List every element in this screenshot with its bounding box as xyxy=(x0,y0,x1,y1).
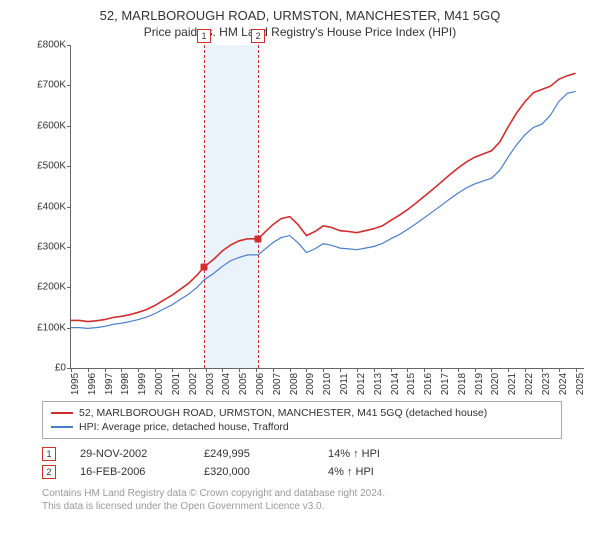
x-axis-label: 2009 xyxy=(305,373,316,395)
x-axis-label: 2008 xyxy=(289,373,300,395)
x-axis-label: 2016 xyxy=(423,373,434,395)
footer-line: This data is licensed under the Open Gov… xyxy=(42,500,588,513)
x-axis-label: 2015 xyxy=(406,373,417,395)
table-row: 2 16-FEB-2006 £320,000 4% ↑ HPI xyxy=(42,463,562,481)
marker-badge: 2 xyxy=(251,29,265,43)
x-axis-label: 1997 xyxy=(104,373,115,395)
footer-line: Contains HM Land Registry data © Crown c… xyxy=(42,487,588,500)
series-hpi xyxy=(71,91,576,328)
x-axis-label: 2003 xyxy=(205,373,216,395)
x-axis-label: 1995 xyxy=(70,373,81,395)
y-axis-label: £500K xyxy=(26,161,66,172)
y-axis-label: £300K xyxy=(26,241,66,252)
x-axis-label: 2004 xyxy=(221,373,232,395)
marker-badge: 1 xyxy=(42,447,56,461)
marker-point xyxy=(255,235,262,242)
x-axis-label: 2011 xyxy=(339,373,350,395)
x-axis-label: 2019 xyxy=(474,373,485,395)
x-axis-label: 2010 xyxy=(322,373,333,395)
y-axis-label: £800K xyxy=(26,40,66,51)
txn-price: £249,995 xyxy=(204,448,304,460)
legend-label: 52, MARLBOROUGH ROAD, URMSTON, MANCHESTE… xyxy=(79,407,487,419)
x-axis-label: 2018 xyxy=(457,373,468,395)
x-axis-label: 2024 xyxy=(558,373,569,395)
x-axis-label: 2014 xyxy=(390,373,401,395)
x-axis-label: 2002 xyxy=(188,373,199,395)
y-axis-label: £400K xyxy=(26,201,66,212)
page-title: 52, MARLBOROUGH ROAD, URMSTON, MANCHESTE… xyxy=(12,8,588,23)
x-axis-label: 2013 xyxy=(373,373,384,395)
x-axis-label: 2006 xyxy=(255,373,266,395)
txn-date: 29-NOV-2002 xyxy=(80,448,180,460)
x-axis-label: 2005 xyxy=(238,373,249,395)
txn-delta: 14% ↑ HPI xyxy=(328,448,428,460)
legend-swatch xyxy=(51,412,73,414)
table-row: 1 29-NOV-2002 £249,995 14% ↑ HPI xyxy=(42,445,562,463)
marker-badge: 1 xyxy=(197,29,211,43)
page-subtitle: Price paid vs. HM Land Registry's House … xyxy=(12,25,588,39)
x-axis-label: 2022 xyxy=(524,373,535,395)
txn-date: 16-FEB-2006 xyxy=(80,466,180,478)
x-axis-label: 2020 xyxy=(490,373,501,395)
x-axis-label: 1999 xyxy=(137,373,148,395)
x-axis-label: 2021 xyxy=(507,373,518,395)
x-axis-label: 1998 xyxy=(120,373,131,395)
x-axis-label: 2017 xyxy=(440,373,451,395)
legend-item: HPI: Average price, detached house, Traf… xyxy=(51,420,553,434)
marker-point xyxy=(201,264,208,271)
price-chart: 12 £0£100K£200K£300K£400K£500K£600K£700K… xyxy=(26,45,588,395)
x-axis-label: 2025 xyxy=(575,373,586,395)
x-axis-label: 2023 xyxy=(541,373,552,395)
marker-badge: 2 xyxy=(42,465,56,479)
y-axis-label: £700K xyxy=(26,80,66,91)
y-axis-label: £600K xyxy=(26,120,66,131)
x-axis-label: 2012 xyxy=(356,373,367,395)
legend-swatch xyxy=(51,426,73,428)
x-axis-label: 1996 xyxy=(87,373,98,395)
legend-label: HPI: Average price, detached house, Traf… xyxy=(79,421,289,433)
legend-item: 52, MARLBOROUGH ROAD, URMSTON, MANCHESTE… xyxy=(51,406,553,420)
x-axis-label: 2000 xyxy=(154,373,165,395)
x-axis-label: 2001 xyxy=(171,373,182,395)
txn-price: £320,000 xyxy=(204,466,304,478)
transactions-table: 1 29-NOV-2002 £249,995 14% ↑ HPI 2 16-FE… xyxy=(42,445,562,481)
y-axis-label: £0 xyxy=(26,363,66,374)
chart-legend: 52, MARLBOROUGH ROAD, URMSTON, MANCHESTE… xyxy=(42,401,562,439)
y-axis-label: £100K xyxy=(26,322,66,333)
x-axis-label: 2007 xyxy=(272,373,283,395)
y-axis-label: £200K xyxy=(26,282,66,293)
footer-attribution: Contains HM Land Registry data © Crown c… xyxy=(42,487,588,513)
txn-delta: 4% ↑ HPI xyxy=(328,466,428,478)
series-property xyxy=(71,73,576,321)
